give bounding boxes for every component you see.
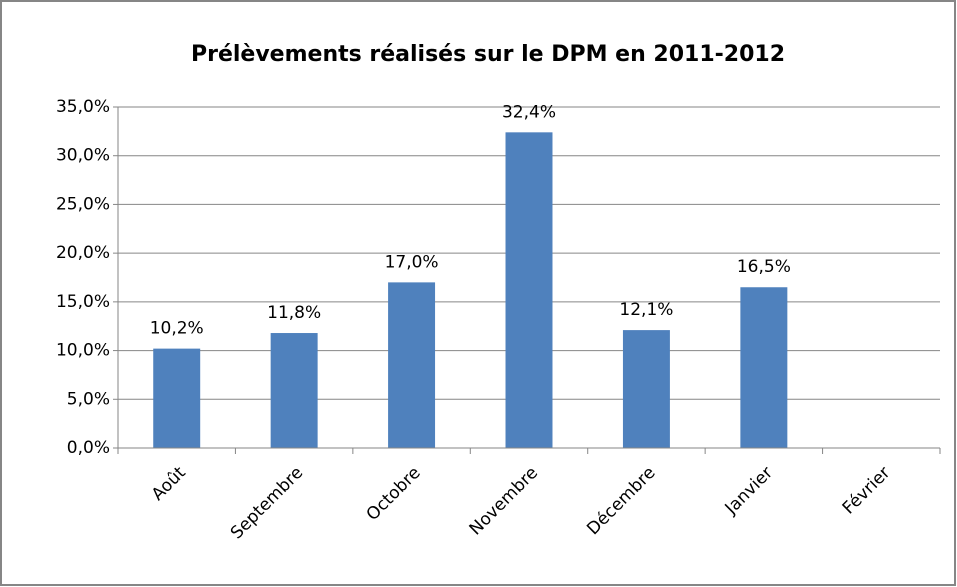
bar — [740, 287, 788, 448]
bar — [270, 333, 318, 448]
y-tick-label: 30,0% — [56, 146, 110, 166]
y-tick-label: 10,0% — [56, 341, 110, 361]
bar — [622, 330, 670, 448]
y-tick-label: 0,0% — [67, 438, 110, 458]
value-label: 32,4% — [502, 102, 556, 122]
y-tick-label: 20,0% — [56, 243, 110, 263]
y-tick-label: 15,0% — [56, 292, 110, 312]
value-label: 17,0% — [385, 252, 439, 272]
y-tick-label: 35,0% — [56, 97, 110, 117]
value-label: 10,2% — [150, 319, 204, 339]
bar — [505, 132, 553, 448]
chart-title: Prélèvements réalisés sur le DPM en 2011… — [191, 42, 785, 67]
bar — [153, 348, 201, 448]
value-label: 12,1% — [619, 300, 673, 320]
value-label: 11,8% — [267, 303, 321, 323]
y-tick-label: 25,0% — [56, 194, 110, 214]
bar — [388, 282, 436, 448]
value-label: 16,5% — [737, 257, 791, 277]
y-tick-label: 5,0% — [67, 389, 110, 409]
